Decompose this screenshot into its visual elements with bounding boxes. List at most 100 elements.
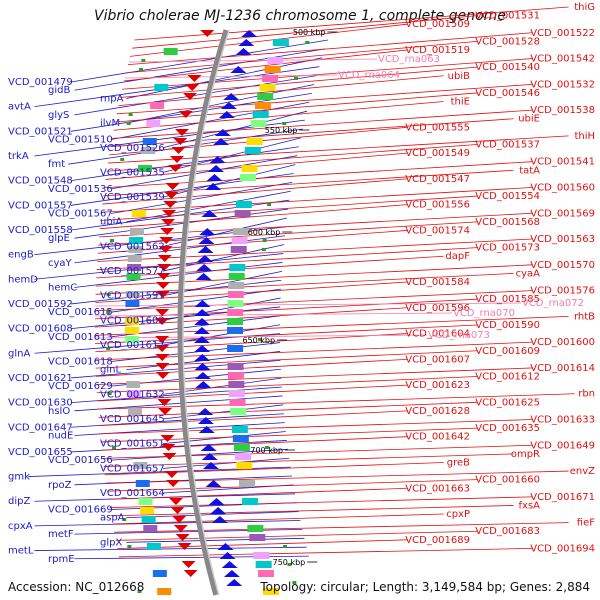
reverse-gene-mark: [157, 264, 172, 271]
cog-block-right: [140, 507, 155, 514]
forward-gene-mark: [230, 66, 247, 73]
rna-label: VCD_rna063: [378, 54, 440, 65]
marker-dot: [287, 563, 292, 566]
leader-line-reverse: [116, 83, 533, 115]
leader-line-forward: [74, 529, 303, 535]
leader-line-reverse: [117, 539, 408, 549]
marker-dot: [107, 392, 112, 395]
reverse-gene-mark: [175, 129, 190, 136]
cog-block-right: [157, 588, 172, 595]
gene-label-reverse: ubiB: [448, 71, 470, 82]
leader-line-reverse: [120, 66, 478, 98]
leader-line-reverse: [95, 281, 408, 303]
gene-label-reverse: VCD_001573: [475, 243, 540, 254]
leader-line-forward: [70, 306, 281, 330]
cog-block-right: [126, 381, 141, 388]
gene-label-forward: VCD_001536: [48, 184, 113, 195]
gene-label-forward: aspA: [100, 513, 125, 524]
gene-label-forward: metF: [48, 529, 74, 540]
gene-label-reverse: ompR: [511, 449, 540, 460]
scale-tick-label: 750 kbp: [273, 558, 306, 567]
leader-line-reverse: [97, 384, 408, 402]
leader-line-rna: [95, 334, 428, 339]
reverse-gene-mark: [162, 453, 177, 460]
leader-line-rna: [95, 302, 522, 307]
leader-line-forward: [162, 457, 290, 469]
cog-block-left: [227, 363, 244, 370]
leader-line-reverse: [96, 376, 478, 394]
cog-block-left: [230, 408, 247, 415]
cog-block-left: [235, 453, 252, 460]
cog-block-left: [228, 390, 245, 397]
leader-line-rna: [95, 312, 453, 317]
marker-dot: [106, 347, 111, 350]
leader-line-forward: [162, 164, 296, 198]
leader-line-reverse: [107, 479, 478, 492]
leader-line-reverse: [97, 230, 408, 254]
gene-label-reverse: VCD_001554: [475, 191, 540, 202]
forward-gene-mark: [226, 579, 243, 586]
gene-label-reverse: VCD_001625: [475, 397, 540, 408]
gene-label-forward: glnA: [8, 348, 30, 359]
cog-block-left: [229, 264, 246, 271]
genome-stats-text: Topology: circular; Length: 3,149,584 bp…: [260, 580, 590, 594]
gene-label-reverse: VCD_001537: [475, 140, 540, 151]
gene-label-forward: VCD_001645: [100, 414, 165, 425]
gene-label-reverse: thiG: [574, 2, 595, 13]
gene-label-forward: VCD_001613: [48, 332, 113, 343]
gene-label-reverse: VCD_001542: [530, 54, 595, 65]
rna-label: VCD_rna073: [428, 330, 490, 341]
reverse-gene-mark: [181, 561, 196, 568]
leader-line-forward: [74, 235, 285, 264]
cog-block-left: [236, 462, 253, 469]
leader-line-reverse: [94, 315, 569, 336]
forward-gene-mark: [219, 552, 236, 559]
gene-label-reverse: VCD_001556: [405, 200, 470, 211]
forward-gene-mark: [195, 381, 212, 388]
cog-block-right: [142, 138, 157, 145]
leader-line-reverse: [112, 513, 444, 525]
cog-block-left: [227, 327, 244, 334]
gene-label-forward: VCD_001669: [48, 504, 113, 515]
scale-tick-label: 700 kbp: [250, 446, 283, 455]
gene-label-forward: hemD: [8, 274, 38, 285]
gene-label-reverse: VCD_001541: [530, 157, 595, 168]
leader-line-reverse: [105, 470, 569, 484]
gene-label-forward: ilvM: [100, 118, 120, 129]
leader-line-forward: [74, 75, 317, 116]
cog-block-left: [257, 570, 274, 577]
marker-dot: [141, 59, 146, 62]
gene-label-forward: metL: [8, 546, 34, 557]
cog-block-right: [127, 408, 142, 415]
gene-label-reverse: VCD_001600: [530, 337, 595, 348]
leader-line-forward: [74, 555, 309, 560]
gene-label-reverse: fieF: [577, 518, 595, 529]
cog-block-right: [128, 246, 143, 253]
reverse-gene-mark: [162, 210, 177, 217]
reverse-gene-mark: [159, 237, 174, 244]
cog-block-right: [129, 237, 144, 244]
leader-line-forward: [70, 279, 282, 305]
gene-label-reverse: envZ: [570, 466, 595, 477]
leader-line-reverse: [127, 32, 533, 66]
reverse-gene-mark: [155, 345, 170, 352]
gene-label-reverse: thiE: [451, 97, 470, 108]
forward-gene-mark: [208, 498, 225, 505]
gene-label-reverse: VCD_001549: [405, 148, 470, 159]
cog-block-left: [231, 426, 248, 433]
reverse-gene-mark: [157, 255, 172, 262]
cog-block-left: [230, 246, 247, 253]
forward-gene-mark: [200, 444, 217, 451]
gene-label-reverse: thiH: [574, 131, 595, 142]
gene-label-reverse: VCD_001569: [530, 208, 595, 219]
reverse-gene-mark: [177, 543, 192, 550]
cog-block-left: [229, 399, 246, 406]
cog-block-left: [232, 435, 249, 442]
gene-label-reverse: VCD_001596: [405, 303, 470, 314]
forward-gene-mark: [217, 543, 234, 550]
gene-label-forward: VCD_001621: [8, 373, 73, 384]
forward-gene-mark: [201, 210, 218, 217]
marker-dot: [282, 545, 287, 548]
reverse-gene-mark: [185, 84, 200, 91]
